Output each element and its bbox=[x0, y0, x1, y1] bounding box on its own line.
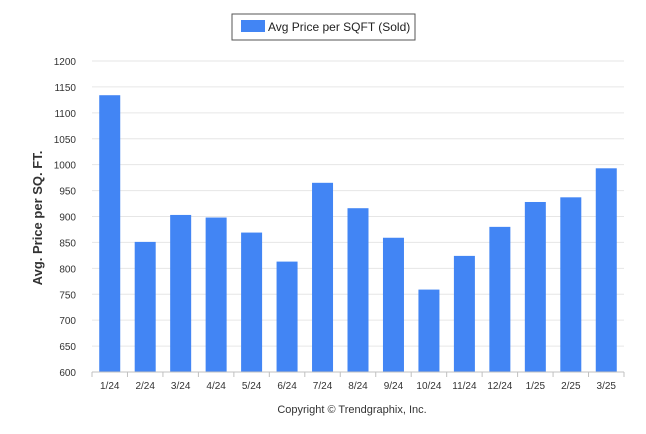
legend-label: Avg Price per SQFT (Sold) bbox=[268, 20, 410, 34]
legend[interactable]: Avg Price per SQFT (Sold) bbox=[231, 13, 416, 41]
x-tick-label: 10/24 bbox=[416, 381, 441, 392]
x-tick-label: 1/24 bbox=[100, 381, 120, 392]
bar-2-24[interactable] bbox=[134, 241, 156, 372]
x-tick-label: 2/25 bbox=[561, 381, 581, 392]
y-tick-label: 1100 bbox=[54, 109, 76, 120]
bar-4-24[interactable] bbox=[205, 217, 227, 372]
bar-7-24[interactable] bbox=[312, 182, 334, 372]
x-tick-label: 5/24 bbox=[242, 381, 262, 392]
x-tick-label: 2/24 bbox=[135, 381, 155, 392]
bar-12-24[interactable] bbox=[489, 226, 511, 372]
bar-1-25[interactable] bbox=[524, 201, 546, 372]
bar-11-24[interactable] bbox=[453, 255, 475, 372]
bar-3-25[interactable] bbox=[595, 168, 617, 372]
x-tick-label: 8/24 bbox=[348, 381, 368, 392]
y-axis-label: Avg. Price per SQ. FT. bbox=[30, 151, 45, 286]
y-tick-label: 850 bbox=[59, 238, 76, 249]
bar-5-24[interactable] bbox=[241, 232, 263, 372]
x-tick-label: 7/24 bbox=[313, 381, 333, 392]
bar-10-24[interactable] bbox=[418, 289, 440, 372]
bars bbox=[99, 95, 617, 373]
y-tick-label: 900 bbox=[59, 213, 76, 224]
y-tick-label: 1150 bbox=[54, 83, 76, 94]
x-tick-label: 3/24 bbox=[171, 381, 191, 392]
y-tick-label: 750 bbox=[59, 290, 76, 301]
x-tick-label: 4/24 bbox=[206, 381, 226, 392]
x-tick-label: 9/24 bbox=[384, 381, 404, 392]
y-axis-ticks: 600 650 700 750 800 850 900 950 1000 1050 1100 1150… bbox=[54, 57, 77, 379]
x-tick-label: 1/25 bbox=[526, 381, 546, 392]
copyright-text: Copyright © Trendgraphix, Inc. bbox=[277, 404, 426, 416]
y-tick-label: 1200 bbox=[54, 57, 77, 68]
y-tick-label: 650 bbox=[59, 342, 76, 353]
y-tick-label: 1000 bbox=[54, 161, 77, 172]
y-tick-label: 1050 bbox=[54, 135, 77, 146]
x-tick-label: 6/24 bbox=[277, 381, 297, 392]
x-tick-label: 11/24 bbox=[452, 381, 477, 392]
x-axis-ticks: 1/24 2/24 3/24 4/24 5/24 6/24 7/24 8/24 9/24 10/2… bbox=[91, 372, 625, 392]
bar-8-24[interactable] bbox=[347, 208, 369, 372]
y-tick-label: 700 bbox=[59, 316, 76, 327]
x-tick-label: 3/25 bbox=[597, 381, 617, 392]
bar-3-24[interactable] bbox=[170, 214, 192, 372]
bar-6-24[interactable] bbox=[276, 261, 298, 372]
bar-9-24[interactable] bbox=[382, 237, 404, 372]
y-tick-label: 600 bbox=[59, 368, 76, 379]
bar-2-25[interactable] bbox=[560, 197, 582, 372]
y-tick-label: 800 bbox=[59, 264, 76, 275]
legend-swatch bbox=[241, 20, 265, 32]
y-tick-label: 950 bbox=[59, 187, 76, 198]
x-tick-label: 12/24 bbox=[487, 381, 512, 392]
bar-1-24[interactable] bbox=[99, 95, 121, 373]
